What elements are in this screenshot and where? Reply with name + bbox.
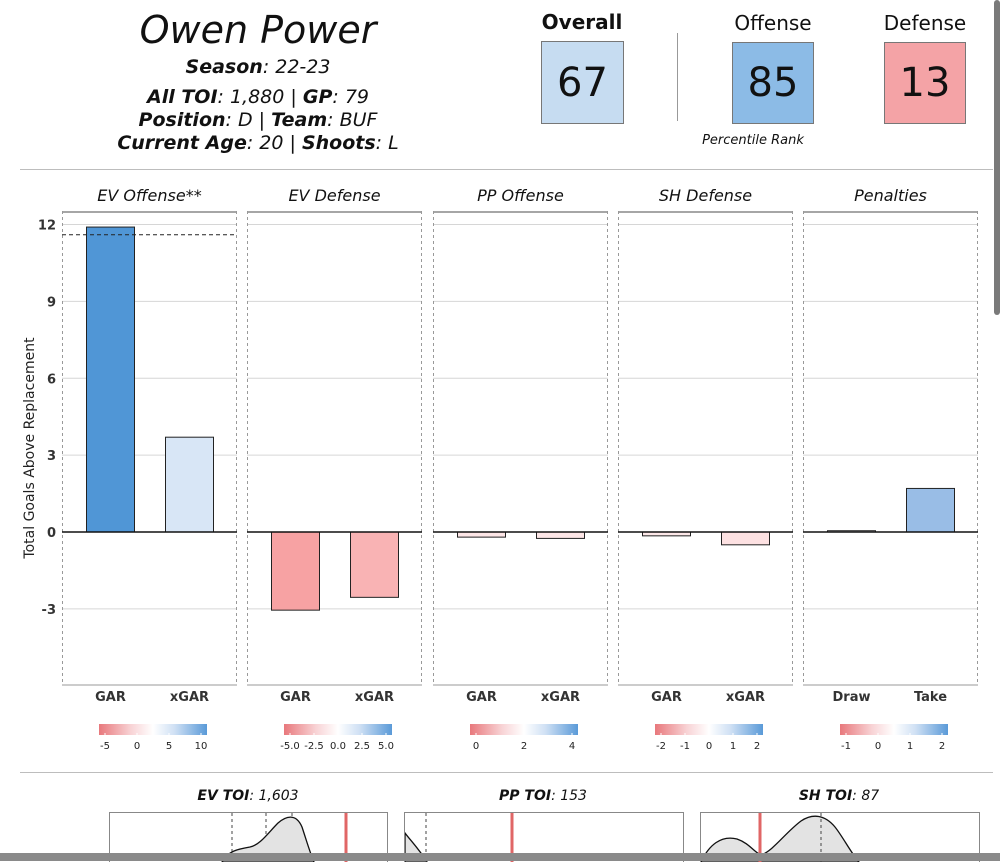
- legend-tick-label: -1: [680, 741, 690, 752]
- legend-tick-label: 10: [195, 741, 208, 752]
- sh-toi-value: : 87: [852, 788, 880, 804]
- x-tick-label: xGAR: [355, 690, 394, 705]
- defense-percentile-box: 13: [884, 42, 966, 124]
- ev-toi-value: : 1,603: [249, 788, 299, 804]
- x-tick-label: Take: [914, 690, 947, 705]
- position-team-line: Position: D | Team: BUF: [110, 109, 406, 131]
- legend-tick-label: 2: [939, 741, 945, 752]
- x-tick-label: GAR: [95, 690, 126, 705]
- x-tick-label: xGAR: [726, 690, 765, 705]
- ev-toi-title: EV TOI: [197, 788, 250, 804]
- legend-colorbar: [99, 724, 207, 735]
- team-label: Team: [271, 109, 328, 131]
- x-tick-label: GAR: [466, 690, 497, 705]
- legend-tick-label: 2.5: [354, 741, 370, 752]
- sh-toi-title: SH TOI: [798, 788, 853, 804]
- legend-tick-label: 0: [473, 741, 479, 752]
- sh-toi-label: SH TOI: 87: [751, 788, 927, 804]
- panel-title: SH Defense: [659, 186, 752, 205]
- legend-tick-label: 4: [569, 741, 575, 752]
- legend-colorbar: [655, 724, 763, 735]
- gp-label: GP: [302, 86, 333, 108]
- x-tick-label: xGAR: [170, 690, 209, 705]
- ev-toi-label: EV TOI: 1,603: [160, 788, 336, 804]
- age-shoots-line: Current Age: 20 | Shoots: L: [110, 132, 406, 154]
- legend-tick-label: -5: [100, 741, 110, 752]
- y-tick-label: 9: [47, 295, 56, 310]
- offense-title: Offense: [734, 11, 812, 35]
- legend-colorbar: [284, 724, 392, 735]
- age-label: Current Age: [117, 132, 247, 154]
- gp-value: : 79: [332, 86, 369, 108]
- legend-colorbar: [470, 724, 578, 735]
- legend-tick-label: -2: [656, 741, 666, 752]
- legend-tick-label: 2: [521, 741, 527, 752]
- toi-gp-line: All TOI: 1,880 | GP: 79: [110, 86, 406, 108]
- y-tick-label: 3: [47, 449, 56, 464]
- x-tick-label: GAR: [651, 690, 682, 705]
- all-toi-label: All TOI: [146, 86, 218, 108]
- bar: [721, 531, 770, 546]
- season-label: Season: [185, 56, 263, 78]
- y-tick-label: 0: [47, 526, 56, 541]
- bar: [165, 436, 214, 533]
- legend-tick-label: -5.0: [280, 741, 300, 752]
- legend-tick-label: 5: [166, 741, 172, 752]
- y-tick-label: 12: [38, 219, 56, 234]
- bar: [457, 531, 506, 538]
- position-value: : D |: [225, 109, 272, 131]
- pp-toi-title: PP TOI: [499, 788, 552, 804]
- defense-title: Defense: [883, 11, 967, 35]
- panel-title: PP Offense: [477, 186, 564, 205]
- season-line: Season: 22-23: [110, 56, 406, 78]
- offense-percentile-box: 85: [732, 42, 814, 124]
- team-value: : BUF: [327, 109, 378, 131]
- legend-tick-label: 0: [706, 741, 712, 752]
- panel-title: EV Offense**: [97, 186, 201, 205]
- legend-tick-label: 1: [730, 741, 736, 752]
- bar: [906, 487, 955, 533]
- y-tick-label: -3: [42, 603, 56, 618]
- position-label: Position: [138, 109, 226, 131]
- legend-tick-label: 1: [907, 741, 913, 752]
- chart-divider: [20, 772, 993, 773]
- panel-title: EV Defense: [288, 186, 380, 205]
- overall-title: Overall: [541, 10, 623, 34]
- gar-bar-chart: Total Goals Above Replacement129630-3EV …: [22, 186, 978, 752]
- x-tick-label: Draw: [833, 690, 871, 705]
- x-tick-label: xGAR: [541, 690, 580, 705]
- all-toi-value: : 1,880 |: [217, 86, 303, 108]
- x-tick-label: GAR: [280, 690, 311, 705]
- overall-percentile-box: 67: [541, 41, 624, 124]
- percentile-rank-caption: Percentile Rank: [702, 133, 804, 148]
- legend-colorbar: [840, 724, 948, 735]
- y-axis-label: Total Goals Above Replacement: [22, 337, 38, 560]
- pp-toi-label: PP TOI: 153: [455, 788, 631, 804]
- bar: [536, 531, 585, 539]
- legend-tick-label: -2.5: [304, 741, 324, 752]
- bar: [86, 226, 135, 533]
- legend-tick-label: 2: [754, 741, 760, 752]
- legend-tick-label: 0: [875, 741, 881, 752]
- pp-toi-value: : 153: [551, 788, 587, 804]
- panel-title: Penalties: [854, 186, 927, 205]
- vertical-scrollbar[interactable]: [994, 0, 1000, 315]
- age-value: : 20 |: [246, 132, 302, 154]
- bar: [350, 531, 399, 598]
- y-tick-label: 6: [47, 372, 56, 387]
- shoots-value: : L: [375, 132, 399, 154]
- legend-tick-label: 5.0: [378, 741, 394, 752]
- horizontal-scrollbar[interactable]: [0, 853, 1000, 861]
- season-value: : 22-23: [262, 56, 331, 78]
- bar: [271, 531, 320, 611]
- shoots-label: Shoots: [301, 132, 376, 154]
- header-divider: [20, 169, 993, 170]
- legend-tick-label: 0: [134, 741, 140, 752]
- player-name: Owen Power: [139, 8, 377, 52]
- legend-tick-label: 0.0: [330, 741, 346, 752]
- metrics-divider: [677, 33, 678, 121]
- legend-tick-label: -1: [841, 741, 851, 752]
